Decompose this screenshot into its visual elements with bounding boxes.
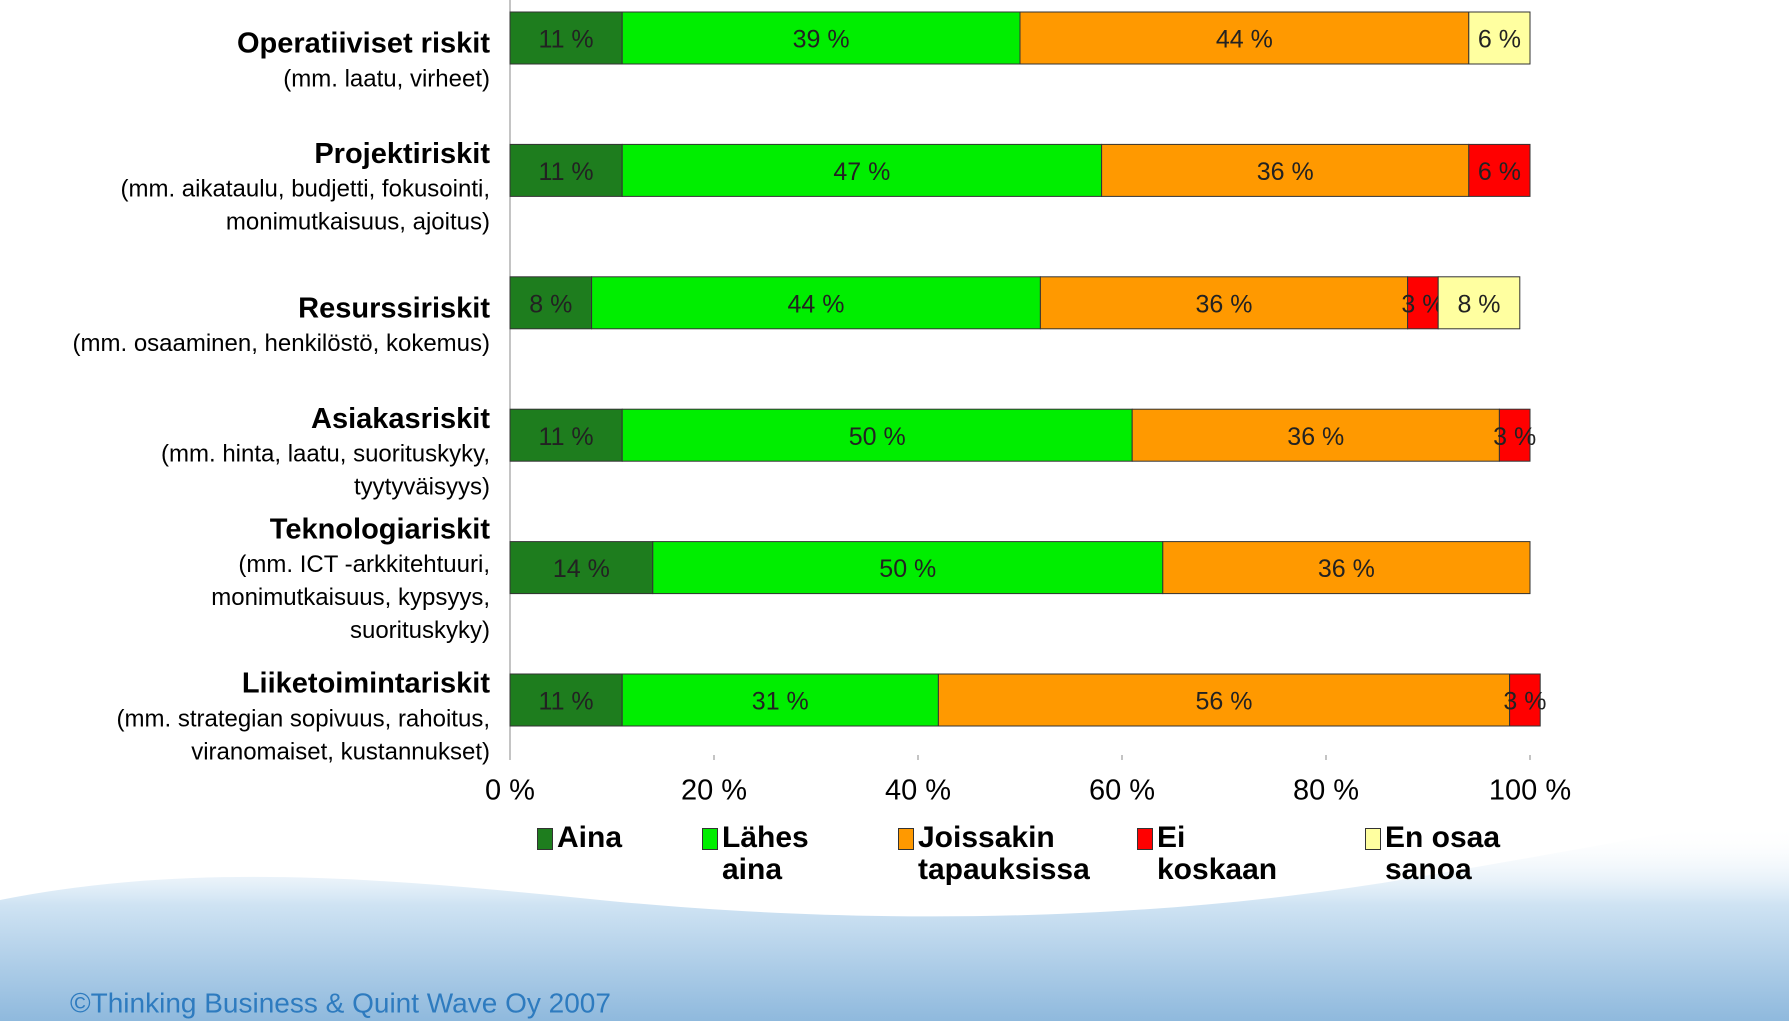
legend-label: Aina <box>557 821 623 854</box>
value-label: 3 % <box>1503 688 1546 716</box>
bar-segment <box>1101 143 1470 197</box>
bar-segment <box>621 673 939 727</box>
category-label: Resurssiriskit <box>298 292 490 324</box>
value-label: 36 % <box>1196 290 1253 318</box>
background-water <box>0 826 1789 1021</box>
value-label: 11 % <box>539 423 594 451</box>
category-label: Operatiiviset riskit <box>237 28 490 60</box>
category-description: monimutkaisuus, kypsyys, <box>211 584 490 611</box>
legend-item: En osaa sanoa <box>1365 822 1525 886</box>
value-label: 31 % <box>752 688 809 716</box>
bar-segment <box>509 408 623 462</box>
bar-segment <box>1131 408 1500 462</box>
legend-swatch <box>1137 828 1153 850</box>
category-label: Liiketoimintariskit <box>242 668 491 700</box>
bar-segment <box>937 673 1511 727</box>
value-label: 8 % <box>529 290 572 318</box>
category-label: Projektiriskit <box>314 138 490 170</box>
x-tick-label: 80 % <box>1293 775 1359 807</box>
value-label: 47 % <box>833 158 890 186</box>
category-description: (mm. osaaminen, henkilöstö, kokemus) <box>73 330 491 357</box>
value-label: 44 % <box>1216 26 1273 54</box>
x-tick-label: 40 % <box>885 775 951 807</box>
legend-label: En osaa sanoa <box>1385 821 1501 886</box>
value-label: 11 % <box>539 158 594 186</box>
category-description: suorituskyky) <box>350 617 490 644</box>
bar-segment <box>509 11 623 65</box>
value-label: 6 % <box>1478 26 1521 54</box>
legend-item: Joissakin tapauksissa <box>898 822 1090 886</box>
x-tick-label: 100 % <box>1489 775 1571 807</box>
category-description: (mm. aikataulu, budjetti, fokusointi, <box>120 176 490 203</box>
bar-segment <box>1468 143 1531 197</box>
bar-segment <box>1498 408 1531 462</box>
value-label: 36 % <box>1318 555 1375 583</box>
category-description: (mm. laatu, virheet) <box>283 65 490 92</box>
value-label: 11 % <box>539 688 594 716</box>
category-description: monimutkaisuus, ajoitus) <box>226 209 490 236</box>
bar-segment <box>652 541 1164 595</box>
value-label: 50 % <box>879 555 936 583</box>
bar-segment <box>1468 11 1531 65</box>
value-label: 11 % <box>539 26 594 54</box>
category-description: (mm. strategian sopivuus, rahoitus, <box>117 705 491 732</box>
category-label: Asiakasriskit <box>311 403 490 435</box>
bar-segment <box>509 673 623 727</box>
bar-segment <box>1019 11 1470 65</box>
legend-item: Lähes aina <box>702 822 862 886</box>
legend-label: Lähes aina <box>722 821 809 886</box>
value-label: 44 % <box>788 290 845 318</box>
bar-segment <box>621 11 1021 65</box>
category-description: viranomaiset, kustannukset) <box>191 738 490 765</box>
legend-label: Joissakin tapauksissa <box>918 821 1090 886</box>
value-label: 6 % <box>1478 158 1521 186</box>
value-label: 14 % <box>553 555 610 583</box>
x-tick-label: 60 % <box>1089 775 1155 807</box>
bar-segment <box>1437 276 1521 330</box>
bar-segment <box>509 541 654 595</box>
value-label: 39 % <box>793 26 850 54</box>
category-label: Teknologiariskit <box>270 513 491 545</box>
legend-swatch <box>1365 828 1381 850</box>
value-label: 3 % <box>1493 423 1536 451</box>
legend-item: Aina <box>537 822 697 854</box>
legend-label: Ei koskaan <box>1157 821 1278 886</box>
legend-swatch <box>898 828 914 850</box>
bar-segment <box>1407 276 1439 330</box>
value-label: 8 % <box>1457 290 1500 318</box>
category-description: (mm. hinta, laatu, suorituskyky, <box>161 441 490 468</box>
bar-segment <box>509 276 593 330</box>
value-label: 50 % <box>849 423 906 451</box>
bar-segment <box>621 408 1133 462</box>
category-description: (mm. ICT -arkkitehtuuri, <box>238 551 490 578</box>
x-tick-label: 20 % <box>681 775 747 807</box>
legend-item: Ei koskaan <box>1137 822 1297 886</box>
legend-swatch <box>537 828 553 850</box>
bar-segment <box>1509 673 1541 727</box>
value-label: 36 % <box>1257 158 1314 186</box>
category-description: tyytyväisyys) <box>354 474 490 501</box>
x-tick-label: 0 % <box>485 775 535 807</box>
value-label: 56 % <box>1196 688 1253 716</box>
value-label: 36 % <box>1287 423 1344 451</box>
footer: ©Thinking Business & Quint Wave Oy 2007 <box>70 987 611 1018</box>
bar-segment <box>1162 541 1531 595</box>
bar-segment <box>621 143 1103 197</box>
value-label: 3 % <box>1401 290 1444 318</box>
legend-swatch <box>702 828 718 850</box>
